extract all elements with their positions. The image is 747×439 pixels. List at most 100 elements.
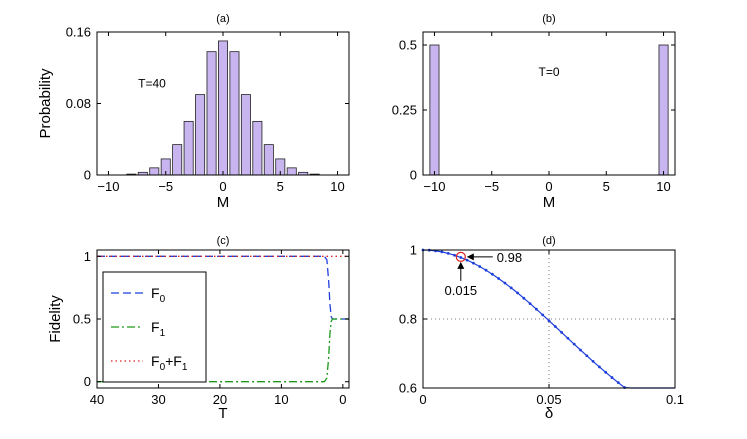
legend-subscript: 1	[160, 328, 166, 339]
bar	[252, 120, 263, 176]
x-tick-label: 0.05	[536, 392, 561, 407]
bar	[149, 167, 160, 176]
y-axis-label: Fidelity	[47, 295, 64, 343]
bar	[658, 44, 669, 176]
series-line	[97, 318, 349, 383]
legend-text: F	[151, 285, 160, 301]
bar	[183, 120, 194, 176]
data-point	[591, 360, 595, 363]
y-tick-label: 0	[84, 374, 91, 389]
arrowhead	[457, 261, 465, 269]
x-tick-label: 10	[274, 392, 288, 407]
y-tick-label: 0.5	[73, 312, 91, 327]
x-tick-label: 0.1	[666, 392, 684, 407]
panel-label: (b)	[542, 13, 555, 25]
annotation: T=40	[138, 76, 166, 90]
y-tick-label: 0.16	[66, 25, 91, 40]
data-point	[484, 268, 488, 272]
annotation-value-label: 0.98	[497, 250, 522, 265]
legend-box	[102, 271, 207, 383]
arrowhead	[466, 253, 474, 261]
x-tick-label: −5	[158, 179, 173, 194]
x-tick-label: 0	[219, 179, 226, 194]
legend-text: F	[151, 319, 160, 335]
highlight-marker	[455, 251, 466, 262]
data-point	[541, 313, 545, 317]
x-tick-label: 10	[330, 179, 344, 194]
panel-label: (c)	[217, 235, 230, 247]
y-tick-label: 0.6	[399, 381, 417, 396]
data-point	[598, 365, 601, 369]
x-tick-label: −10	[97, 179, 119, 194]
data-point	[516, 291, 519, 295]
bar	[286, 167, 297, 176]
data-point	[509, 286, 513, 290]
y-tick-label: 0.8	[399, 312, 417, 327]
bar	[229, 51, 240, 176]
bar	[206, 51, 217, 176]
data-point	[560, 330, 563, 334]
data-point	[566, 336, 570, 340]
x-axis-label: δ	[545, 405, 553, 422]
panel-label: (a)	[216, 13, 229, 25]
data-point	[478, 265, 482, 268]
x-tick-label: −10	[423, 179, 445, 194]
legend-subscript: 0	[160, 362, 166, 373]
legend-entry: F0	[151, 285, 166, 305]
legend-subscript: 1	[182, 362, 188, 373]
legend-entry: F0+F1	[151, 353, 188, 373]
legend-text: +F	[165, 353, 182, 369]
panel-label: (d)	[542, 235, 555, 247]
data-point	[440, 250, 444, 254]
x-tick-label: 30	[151, 392, 165, 407]
data-point	[535, 307, 538, 311]
x-axis-label: M	[543, 194, 556, 211]
legend-text: F	[151, 353, 160, 369]
data-point	[497, 277, 500, 280]
legend-entry: F1	[151, 319, 166, 339]
data-point	[459, 256, 463, 259]
bar	[429, 44, 440, 176]
x-tick-label: 0	[339, 392, 346, 407]
x-tick-label: 5	[277, 179, 284, 194]
x-tick-label: −5	[484, 179, 499, 194]
data-point	[579, 348, 582, 352]
x-tick-label: 10	[656, 179, 670, 194]
y-tick-label: 0.25	[392, 103, 417, 118]
data-point	[453, 253, 456, 257]
annotation: T=0	[538, 65, 559, 79]
data-point	[610, 376, 614, 379]
x-tick-label: 0	[545, 179, 552, 194]
bar	[263, 144, 274, 176]
y-tick-label: 1	[84, 249, 91, 264]
bar	[240, 94, 251, 176]
data-point	[465, 258, 469, 262]
y-tick-label: 0	[410, 168, 417, 183]
x-tick-label: 20	[213, 392, 227, 407]
data-point	[553, 325, 557, 328]
plot-frame	[422, 31, 676, 176]
legend-subscript: 0	[160, 294, 166, 305]
y-tick-label: 0	[84, 168, 91, 183]
data-point	[490, 272, 494, 276]
data-point	[446, 251, 450, 255]
x-tick-label: 5	[603, 179, 610, 194]
data-point	[547, 319, 551, 323]
data-point	[503, 281, 507, 285]
x-axis-label: T	[218, 405, 227, 422]
x-tick-label: 40	[90, 392, 104, 407]
bar	[172, 144, 183, 176]
bar	[218, 40, 228, 176]
y-tick-label: 1	[410, 243, 417, 258]
annotation-x-label: 0.015	[445, 283, 478, 298]
y-axis-label: Probability	[37, 68, 54, 139]
y-tick-label: 0.08	[66, 96, 91, 111]
data-point	[522, 296, 526, 300]
data-point	[604, 370, 608, 374]
y-tick-label: 0.5	[399, 38, 417, 53]
data-point	[472, 261, 475, 265]
data-point	[616, 381, 620, 385]
x-tick-label: 0	[419, 392, 426, 407]
data-point	[585, 354, 589, 358]
